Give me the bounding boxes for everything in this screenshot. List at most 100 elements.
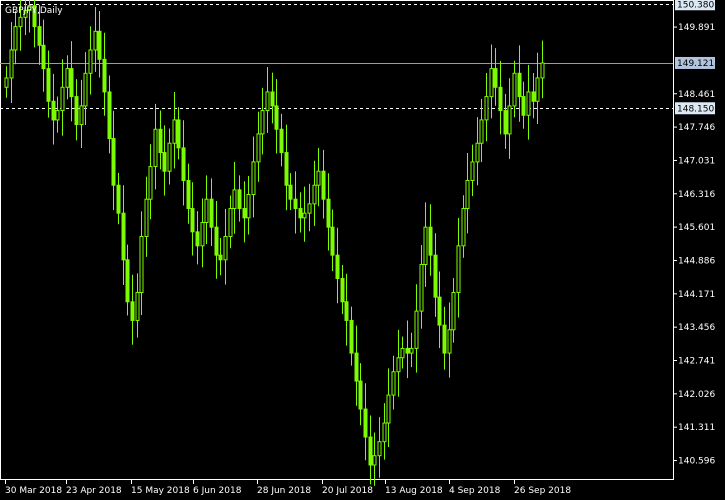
candle xyxy=(316,147,321,207)
candle-body xyxy=(46,68,51,102)
candle-body xyxy=(386,394,391,424)
candle-body xyxy=(517,72,522,98)
candle xyxy=(349,306,354,366)
candle-body xyxy=(358,380,363,410)
candle-body xyxy=(330,226,335,256)
candle-body xyxy=(470,161,475,182)
candle-body xyxy=(382,422,387,443)
candle-body xyxy=(27,5,32,11)
candle-body xyxy=(405,347,410,354)
candle-body xyxy=(396,357,401,373)
candle xyxy=(456,217,461,318)
candle-body xyxy=(428,226,433,256)
candle xyxy=(228,195,233,249)
candle xyxy=(148,144,153,220)
candle-body xyxy=(172,119,177,144)
candle-body xyxy=(4,77,9,88)
candle-body xyxy=(302,212,307,219)
candle xyxy=(121,185,126,285)
candle-body xyxy=(265,91,270,112)
candle xyxy=(512,60,517,118)
y-tick-label: 142.741 xyxy=(678,357,715,367)
candle xyxy=(405,320,410,379)
candle-body xyxy=(279,128,284,154)
price-tag-box xyxy=(675,56,715,69)
candle-body xyxy=(293,198,298,210)
x-tick-label: 13 Aug 2018 xyxy=(385,486,443,496)
candle xyxy=(209,178,214,246)
candle xyxy=(195,211,200,265)
y-tick-label: 144.886 xyxy=(678,256,715,266)
x-tick-label: 30 Mar 2018 xyxy=(5,486,62,496)
candle-body xyxy=(88,49,93,74)
candle-body xyxy=(312,184,317,205)
candle-body xyxy=(93,30,98,51)
candle xyxy=(274,78,279,154)
low-level-tag: 148.150 xyxy=(675,102,715,115)
candle-body xyxy=(340,277,345,303)
candle xyxy=(302,186,307,242)
candle xyxy=(83,52,88,126)
candle xyxy=(60,59,65,136)
candle xyxy=(32,0,37,48)
candle xyxy=(55,96,60,133)
candle-body xyxy=(107,91,112,140)
candle-body xyxy=(531,91,536,102)
candle-body xyxy=(242,208,247,219)
candle-body xyxy=(214,226,219,256)
candle-body xyxy=(535,77,540,102)
candle-body xyxy=(162,152,167,172)
y-axis: 149.891 148.461 147.746 147.031 146.316 145.6… xyxy=(673,23,715,467)
candle xyxy=(144,176,149,257)
candle xyxy=(293,171,298,234)
candle xyxy=(102,32,107,116)
candle-body xyxy=(414,310,419,349)
candle xyxy=(18,0,23,51)
candle xyxy=(503,93,508,149)
candle xyxy=(479,98,484,163)
candle-body xyxy=(507,105,512,135)
current-price-tag: 149.121 xyxy=(675,56,715,69)
candle-body xyxy=(116,184,121,214)
candle xyxy=(88,26,93,95)
candle-body xyxy=(102,58,107,93)
candle xyxy=(186,163,191,224)
candle xyxy=(4,66,9,98)
candle xyxy=(162,125,167,196)
candle xyxy=(507,78,512,159)
candle xyxy=(321,149,326,219)
candle-body xyxy=(540,62,545,79)
candle-body xyxy=(344,301,349,321)
plot-frame xyxy=(0,0,674,480)
candle-body xyxy=(335,254,340,279)
candle xyxy=(382,403,387,460)
candle xyxy=(400,336,405,369)
price-tag-label: 148.150 xyxy=(677,104,714,114)
candle xyxy=(531,72,536,119)
candle xyxy=(391,355,396,410)
candle xyxy=(218,238,223,276)
candle xyxy=(167,128,172,185)
candle-body xyxy=(409,347,414,354)
y-tick-label: 141.311 xyxy=(678,423,715,433)
candle xyxy=(442,306,447,370)
candle xyxy=(447,302,452,378)
candle xyxy=(176,107,181,160)
candle xyxy=(363,383,368,461)
candle-body xyxy=(176,119,181,149)
candle-body xyxy=(461,208,466,247)
y-tick-label: 147.031 xyxy=(678,156,715,166)
candle-body xyxy=(368,436,373,466)
candle xyxy=(256,111,261,182)
candle xyxy=(93,7,98,72)
candle-body xyxy=(97,30,102,60)
candle-body xyxy=(489,68,494,98)
candle-body xyxy=(195,231,200,247)
candle-body xyxy=(256,133,261,163)
price-tag-box xyxy=(675,102,715,115)
candle xyxy=(465,152,470,234)
y-tick-label: 149.891 xyxy=(678,23,715,33)
candle xyxy=(232,161,237,234)
candle xyxy=(46,50,51,118)
candle xyxy=(158,110,163,170)
